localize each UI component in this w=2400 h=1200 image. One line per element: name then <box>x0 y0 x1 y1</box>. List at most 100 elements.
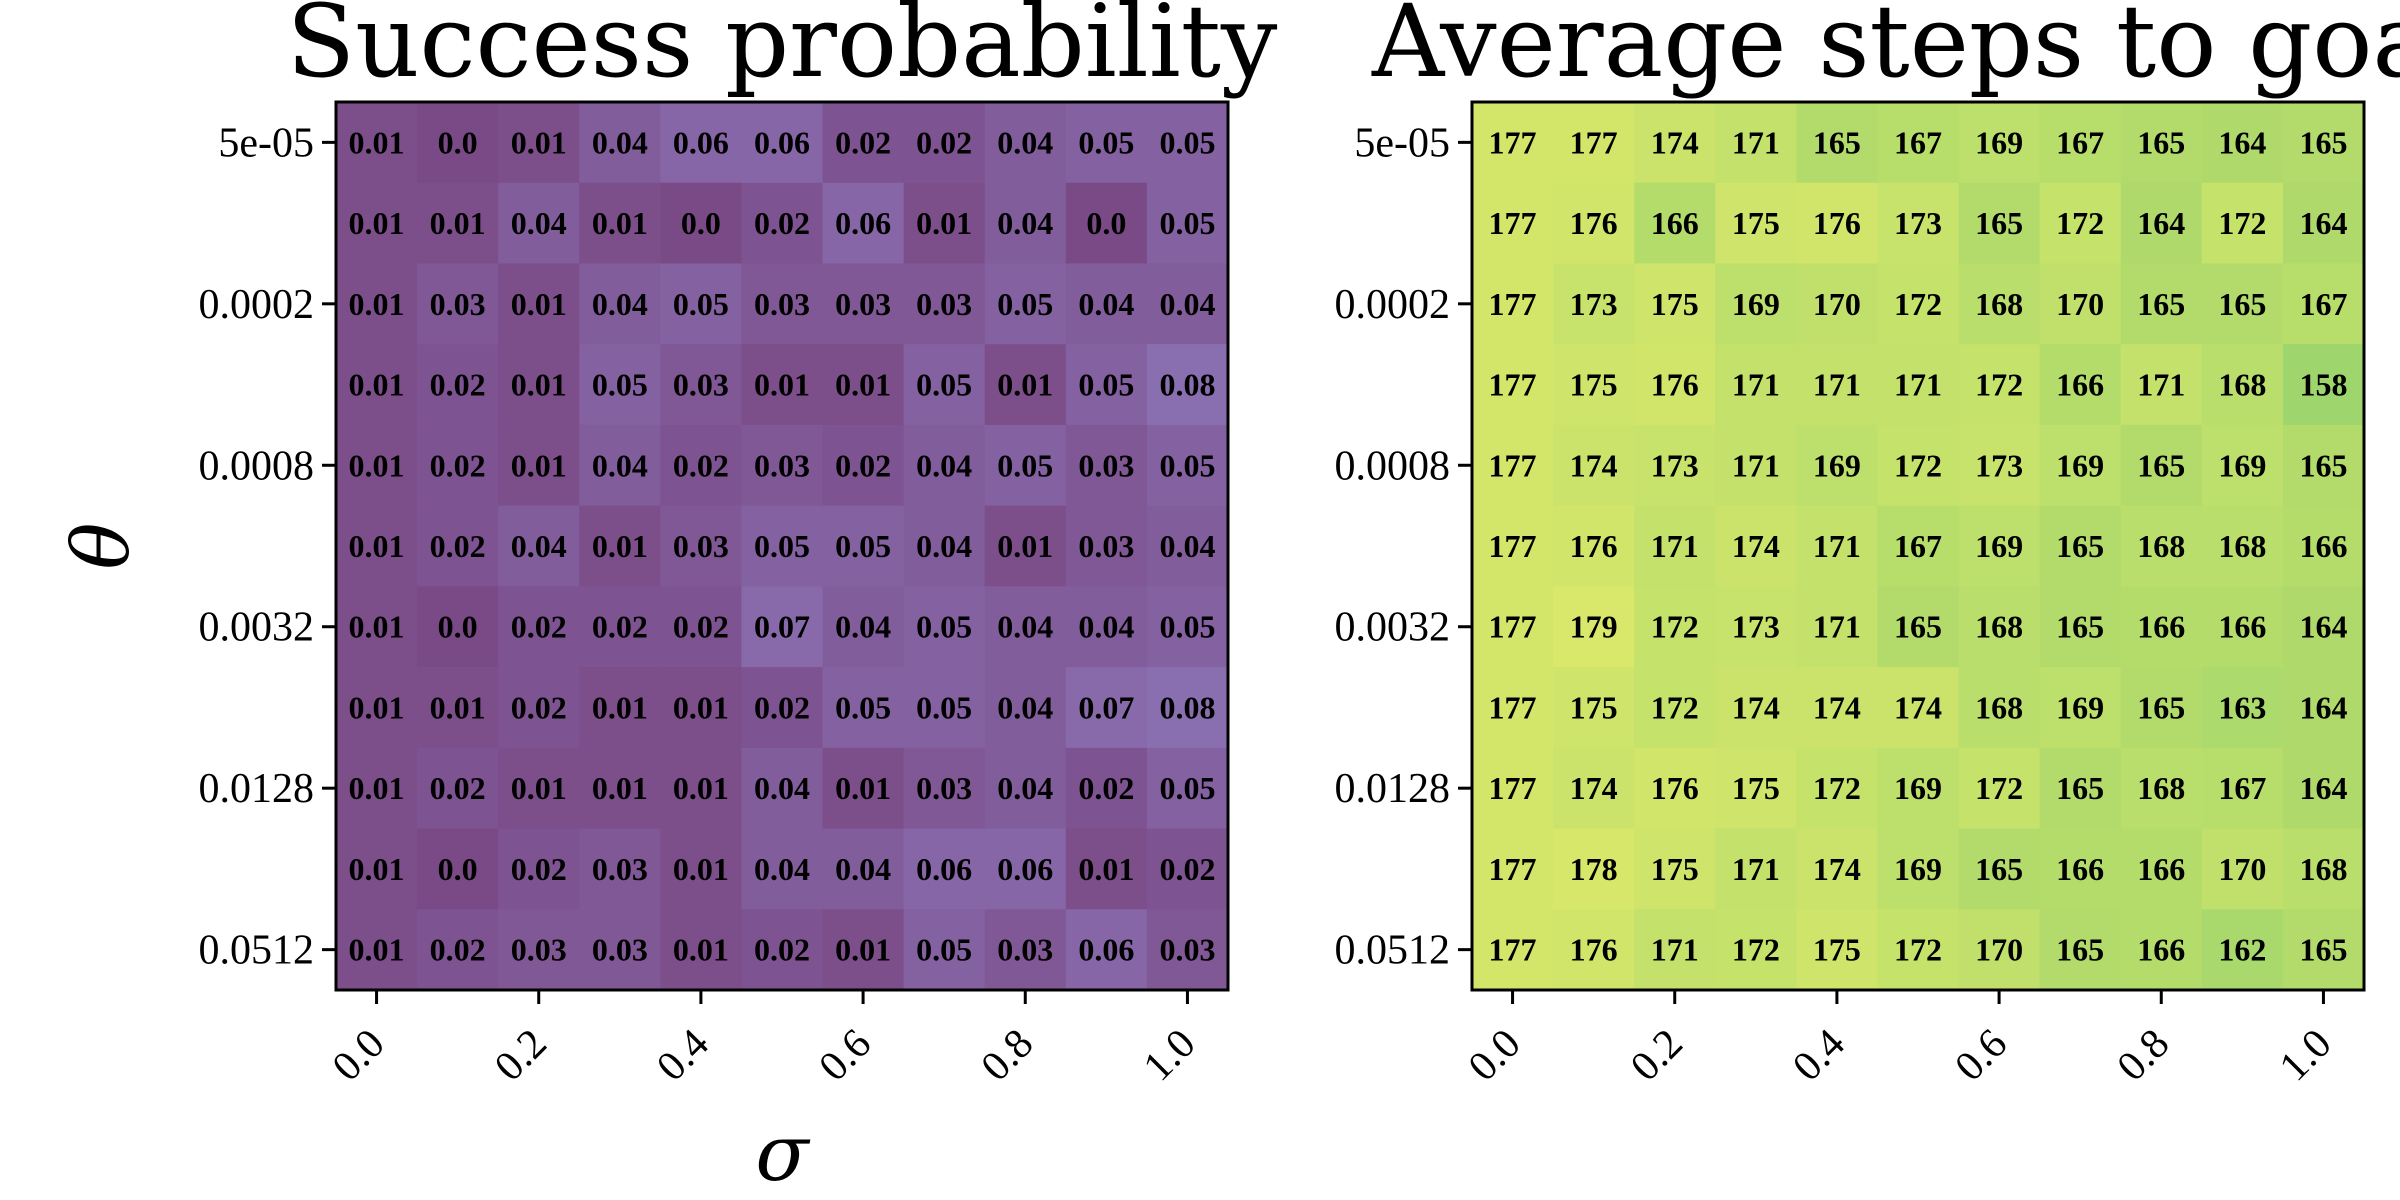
cell-value-label: 174 <box>1570 770 1618 806</box>
heatmap-cell <box>2120 102 2203 184</box>
heatmap-cell <box>984 344 1067 426</box>
cell-value-label: 177 <box>1489 932 1537 968</box>
cell-value-label: 175 <box>1651 286 1699 322</box>
heatmap-cell <box>1065 586 1148 668</box>
heatmap-cell <box>417 263 499 345</box>
heatmap-cell <box>579 667 661 749</box>
cell-value-label: 175 <box>1732 770 1780 806</box>
cell-value-label: 0.04 <box>1159 528 1215 564</box>
heatmap-cell <box>984 909 1067 991</box>
heatmap-cell <box>2282 747 2365 830</box>
heatmap-cell <box>822 344 905 426</box>
heatmap-cell <box>1958 667 2041 749</box>
cell-value-label: 171 <box>1813 528 1861 564</box>
heatmap-cell <box>2201 424 2284 507</box>
cell-value-label: 0.03 <box>754 447 810 483</box>
cell-value-label: 169 <box>1813 447 1861 483</box>
heatmap-cell <box>1877 344 1960 426</box>
cell-value-label: 171 <box>1651 932 1699 968</box>
heatmap-cell <box>1634 828 1716 910</box>
cell-value-label: 177 <box>1489 528 1537 564</box>
cell-value-label: 174 <box>1570 447 1618 483</box>
cell-value-label: 166 <box>2137 932 2185 968</box>
cell-value-label: 168 <box>1975 286 2023 322</box>
cell-value-label: 166 <box>2218 609 2266 645</box>
cell-value-label: 0.06 <box>835 205 891 241</box>
heatmap-cell <box>1553 344 1635 426</box>
heatmap-cell <box>2120 667 2203 749</box>
cell-value-label: 165 <box>2137 689 2185 725</box>
cell-value-label: 170 <box>2218 851 2266 887</box>
cell-value-label: 0.01 <box>511 367 567 403</box>
cell-value-label: 179 <box>1570 609 1618 645</box>
cell-value-label: 177 <box>1489 286 1537 322</box>
cell-value-label: 0.06 <box>997 851 1053 887</box>
heatmap-cell <box>1958 344 2041 426</box>
heatmap-cell <box>417 344 499 426</box>
heatmap-cell <box>1796 828 1879 910</box>
cell-value-label: 165 <box>2056 528 2104 564</box>
cell-value-label: 176 <box>1570 932 1618 968</box>
heatmap-cell <box>2282 828 2365 910</box>
heatmap-cells <box>336 102 1229 991</box>
cell-value-label: 0.02 <box>673 447 729 483</box>
heatmap-cell <box>498 102 580 184</box>
heatmap-cell <box>1146 586 1229 668</box>
heatmap-cell <box>822 909 905 991</box>
heatmap-cell <box>1715 505 1797 587</box>
heatmap-cell <box>660 182 743 265</box>
heatmap-cell <box>1958 747 2041 830</box>
cell-value-label: 0.08 <box>1159 367 1215 403</box>
heatmap-cell <box>1472 747 1554 830</box>
heatmap-cell <box>741 828 824 910</box>
heatmap-cell <box>2282 909 2365 991</box>
heatmap-cell <box>822 102 905 184</box>
cell-value-label: 0.05 <box>673 286 729 322</box>
cell-value-label: 0.02 <box>592 609 648 645</box>
heatmap-cell <box>336 828 418 910</box>
cell-value-label: 171 <box>2137 367 2185 403</box>
heatmap-cell <box>2282 102 2365 184</box>
heatmap-cell <box>417 747 499 830</box>
heatmap-cell <box>1634 102 1716 184</box>
heatmap-cell <box>1877 747 1960 830</box>
heatmap-cell <box>1796 909 1879 991</box>
cell-value-label: 177 <box>1489 851 1537 887</box>
heatmap-cell <box>336 182 418 265</box>
heatmap-cell <box>417 182 499 265</box>
heatmap-cell <box>1715 828 1797 910</box>
heatmap-cell <box>579 182 661 265</box>
cell-value-label: 168 <box>2299 851 2347 887</box>
cell-value-label: 175 <box>1732 205 1780 241</box>
heatmap-cell <box>579 505 661 587</box>
cell-value-label: 0.01 <box>349 851 405 887</box>
heatmap-cell <box>1472 586 1554 668</box>
cell-value-label: 177 <box>1489 447 1537 483</box>
heatmap-cell <box>579 344 661 426</box>
y-tick-label: 0.0128 <box>199 766 315 812</box>
cell-value-label: 0.08 <box>1159 689 1215 725</box>
cell-value-label: 0.02 <box>754 205 810 241</box>
heatmap-cell <box>1472 263 1554 345</box>
cell-value-label: 0.01 <box>1078 851 1134 887</box>
cell-value-label: 0.07 <box>1078 689 1134 725</box>
cell-value-label: 165 <box>2137 124 2185 160</box>
cell-value-label: 165 <box>2299 124 2347 160</box>
heatmap-cell <box>1958 102 2041 184</box>
heatmap-cell <box>336 102 418 184</box>
heatmap-cell <box>1553 586 1635 668</box>
x-tick-label: 0.8 <box>973 1021 1043 1091</box>
cell-value-label: 0.04 <box>1078 609 1134 645</box>
heatmap-cell <box>1472 102 1554 184</box>
cell-value-label: 175 <box>1570 367 1618 403</box>
cell-value-label: 164 <box>2299 205 2347 241</box>
cell-value-label: 171 <box>1732 851 1780 887</box>
cell-value-label: 0.03 <box>1159 932 1215 968</box>
cell-value-label: 0.07 <box>754 609 810 645</box>
heatmap-frame <box>1470 100 2366 992</box>
y-tick-label: 0.0128 <box>1335 766 1451 812</box>
cell-value-label: 0.01 <box>349 367 405 403</box>
cell-value-label: 176 <box>1651 367 1699 403</box>
heatmap-cell <box>2201 747 2284 830</box>
cell-value-label: 0.03 <box>511 932 567 968</box>
